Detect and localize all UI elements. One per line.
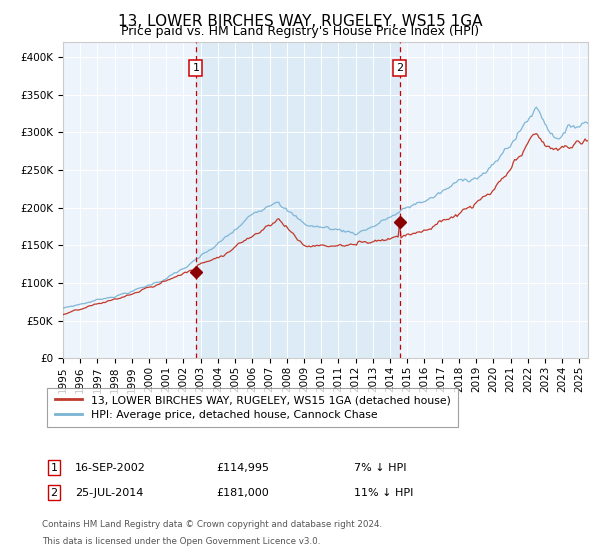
Text: 7% ↓ HPI: 7% ↓ HPI xyxy=(354,463,407,473)
Text: 16-SEP-2002: 16-SEP-2002 xyxy=(75,463,146,473)
Text: 11% ↓ HPI: 11% ↓ HPI xyxy=(354,488,413,498)
Text: 1: 1 xyxy=(50,463,58,473)
Text: 13, LOWER BIRCHES WAY, RUGELEY, WS15 1GA: 13, LOWER BIRCHES WAY, RUGELEY, WS15 1GA xyxy=(118,14,482,29)
Text: £181,000: £181,000 xyxy=(216,488,269,498)
Text: This data is licensed under the Open Government Licence v3.0.: This data is licensed under the Open Gov… xyxy=(42,537,320,546)
Text: £114,995: £114,995 xyxy=(216,463,269,473)
Text: 25-JUL-2014: 25-JUL-2014 xyxy=(75,488,143,498)
Text: 2: 2 xyxy=(50,488,58,498)
Bar xyxy=(196,42,400,358)
Text: 2: 2 xyxy=(396,63,403,73)
Legend: 13, LOWER BIRCHES WAY, RUGELEY, WS15 1GA (detached house), HPI: Average price, d: 13, LOWER BIRCHES WAY, RUGELEY, WS15 1GA… xyxy=(47,388,458,427)
Text: Price paid vs. HM Land Registry's House Price Index (HPI): Price paid vs. HM Land Registry's House … xyxy=(121,25,479,38)
Text: 1: 1 xyxy=(193,63,199,73)
Text: Contains HM Land Registry data © Crown copyright and database right 2024.: Contains HM Land Registry data © Crown c… xyxy=(42,520,382,529)
